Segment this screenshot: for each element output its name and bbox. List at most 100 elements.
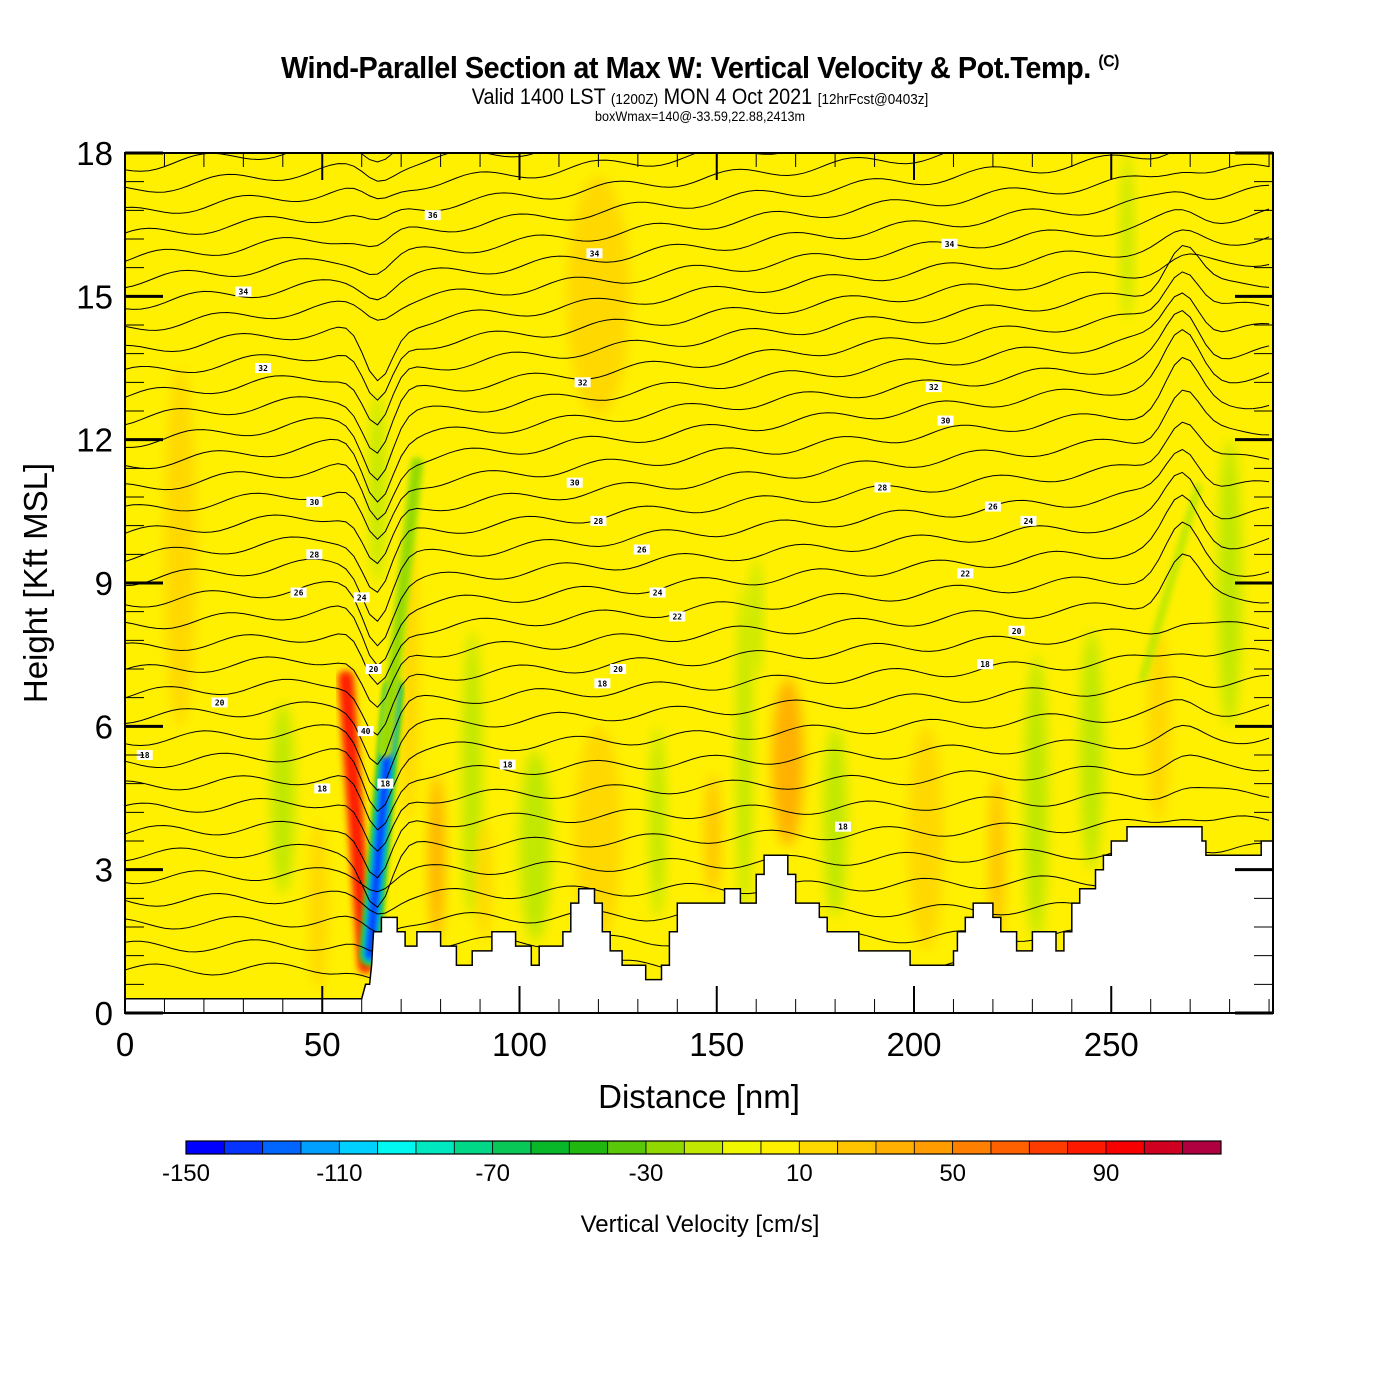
y-axis-title: Height [Kft MSL] <box>17 463 54 703</box>
contour-label-text: 34 <box>239 288 249 297</box>
contour-label: 34 <box>586 248 603 258</box>
theta-contour-line <box>125 815 1270 909</box>
contour-label: 24 <box>353 592 370 603</box>
velocity-cell <box>908 726 944 951</box>
velocity-cell <box>649 726 666 918</box>
colorbar-tick-label: 90 <box>1093 1160 1120 1187</box>
contour-label-bg <box>941 238 958 249</box>
contour-label-bg <box>984 501 1001 512</box>
contour-label-bg <box>357 726 374 737</box>
colorbar-swatch <box>875 1140 915 1155</box>
contour-label-bg <box>290 587 307 598</box>
contour-label-bg <box>610 664 627 674</box>
theta-contour-line <box>125 699 1270 813</box>
contour-label-text: 18 <box>838 823 848 832</box>
velocity-cell <box>1024 654 1049 942</box>
contour-label: 26 <box>290 587 307 598</box>
theta-contour-line <box>125 842 1270 893</box>
theta-contour-line <box>125 786 1270 879</box>
contour-label-bg <box>834 821 851 832</box>
contour-label-text: 34 <box>945 240 955 249</box>
theta-contour-line <box>125 865 1270 915</box>
colorbar-swatch <box>1105 1140 1145 1155</box>
colorbar-swatch <box>990 1140 1030 1155</box>
colorbar-swatch <box>377 1140 417 1155</box>
contour-label: 28 <box>306 549 323 560</box>
y-tick-label: 9 <box>95 565 113 602</box>
colorbar-swatch <box>722 1140 762 1155</box>
colorbar-swatch <box>1028 1140 1069 1155</box>
contour-label-bg <box>590 515 607 526</box>
colorbar-tick-label: -70 <box>475 1160 510 1187</box>
subtitle-date: MON 4 Oct 2021 <box>663 84 813 109</box>
contour-label: 18 <box>136 750 153 760</box>
theta-contour-line <box>125 621 1270 736</box>
title-text: Wind-Parallel Section at Max W: Vertical… <box>281 50 1091 85</box>
downdraft-cell <box>1138 483 1203 683</box>
contour-label: 24 <box>649 587 666 598</box>
theta-contour-line <box>125 328 1270 521</box>
colorbar: -150 -110 -70 -30 10 50 90 Vertical Velocity [c… <box>162 1140 1222 1238</box>
velocity-cell <box>566 176 630 416</box>
colorbar-swatch <box>568 1140 609 1155</box>
y-tick-label: 18 <box>76 135 113 172</box>
theta-contour-line <box>125 153 946 235</box>
contour-label-bg <box>669 611 686 622</box>
theta-contour-line <box>125 153 537 193</box>
x-tick-label: 50 <box>304 1026 341 1063</box>
theta-contour-line <box>125 421 1270 593</box>
contour-label-bg <box>136 750 153 760</box>
chart-subtitle-2: boxWmax=140@-33.59,22.88,2413m <box>595 108 805 124</box>
terrain-profile <box>124 825 1274 1014</box>
contour-label-bg <box>353 592 370 603</box>
contour-label-bg <box>211 697 228 708</box>
contour-label: 18 <box>834 821 851 832</box>
contour-label-text: 26 <box>294 589 304 598</box>
contour-label-text: 22 <box>960 569 970 578</box>
colorbar-title: Vertical Velocity [cm/s] <box>581 1211 820 1238</box>
contour-label-text: 30 <box>310 498 320 507</box>
theta-contour-line <box>125 153 1171 262</box>
colorbar-swatch <box>300 1140 340 1155</box>
theta-contour-line <box>125 253 1270 401</box>
contour-label: 36 <box>424 210 441 221</box>
downdraft-cell <box>381 459 421 755</box>
contour-label-bg <box>1020 515 1037 526</box>
contour-label: 40 <box>357 726 374 737</box>
contour-label-text: 28 <box>310 550 320 559</box>
contour-label: 32 <box>255 363 272 373</box>
x-tick-label: 0 <box>116 1026 134 1063</box>
contour-label-bg <box>649 587 666 598</box>
colorbar-tick-label: -30 <box>629 1160 664 1187</box>
contour-label-text: 18 <box>980 660 990 669</box>
colorbar-tick-label: -110 <box>316 1160 362 1187</box>
contour-label: 18 <box>377 778 394 789</box>
colorbar-frame <box>185 1140 1222 1155</box>
contour-label: 26 <box>633 544 650 555</box>
contour-label-bg <box>566 477 583 488</box>
contour-label-text: 18 <box>140 751 150 760</box>
theta-contour-line <box>125 471 1270 647</box>
velocity-cell <box>771 678 804 846</box>
colorbar-swatch <box>185 1140 225 1155</box>
contour-label-bg <box>314 783 331 794</box>
terrain <box>124 825 1274 1014</box>
velocity-cell <box>428 774 445 942</box>
colorbar-tick-label: 10 <box>786 1160 813 1187</box>
colorbar-swatch <box>1143 1140 1184 1155</box>
theta-contour-line <box>125 648 1270 766</box>
contour-label: 24 <box>1020 515 1037 526</box>
x-tick-label: 250 <box>1084 1026 1139 1063</box>
contour-label-bg <box>377 778 394 789</box>
x-tick-label: 150 <box>689 1026 744 1063</box>
contour-label-text: 34 <box>590 249 600 258</box>
colorbar-swatch <box>453 1140 494 1155</box>
contour-label: 18 <box>977 659 994 670</box>
subtitle-zulu: (1200Z) <box>610 91 659 108</box>
theta-contour-line <box>125 244 1270 426</box>
colorbar-swatch <box>492 1140 532 1155</box>
contour-label: 28 <box>874 482 891 493</box>
colorbar-swatch <box>530 1140 570 1155</box>
theta-contour-line <box>125 553 1270 708</box>
